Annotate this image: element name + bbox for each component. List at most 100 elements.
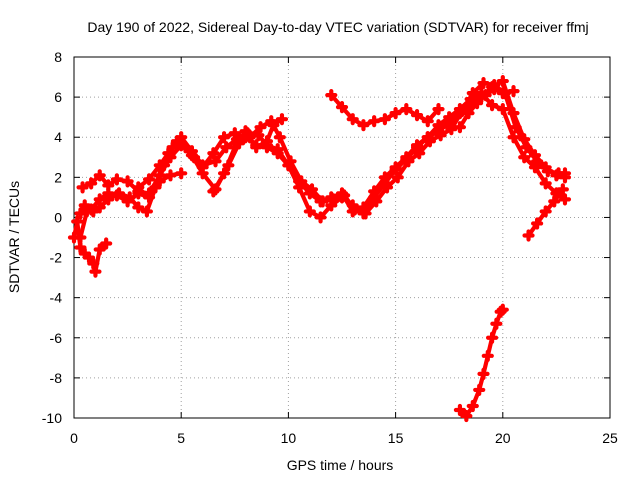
data-point-marker — [170, 135, 184, 148]
series-line-arc-5 — [136, 79, 568, 214]
data-point-marker — [273, 131, 286, 144]
data-point-marker — [142, 173, 156, 186]
data-point-marker — [539, 205, 552, 218]
data-point-marker — [132, 201, 145, 214]
y-tick-label: -4 — [50, 290, 63, 306]
data-point-marker — [507, 84, 520, 98]
data-point-marker — [282, 159, 295, 172]
data-point-marker — [110, 173, 123, 186]
data-point-marker — [378, 113, 391, 126]
data-point-marker — [432, 125, 445, 138]
data-point-marker — [556, 183, 569, 196]
data-point-marker — [87, 257, 100, 270]
x-tick-label: 25 — [602, 430, 618, 446]
data-point-marker — [389, 107, 402, 120]
data-point-marker — [121, 175, 134, 188]
data-point-marker — [293, 175, 306, 188]
y-tick-label: -8 — [50, 370, 63, 386]
y-tick-label: -6 — [50, 330, 63, 346]
chart-title: Day 190 of 2022, Sidereal Day-to-day VTE… — [87, 19, 588, 35]
data-point-marker — [453, 121, 467, 134]
data-point-marker — [102, 179, 115, 192]
data-point-marker — [267, 119, 280, 132]
data-point-marker — [539, 177, 552, 190]
data-point-marker — [496, 74, 509, 88]
data-point-marker — [164, 169, 177, 182]
data-point-marker — [453, 403, 467, 417]
data-point-marker — [303, 187, 316, 200]
data-point-marker — [507, 107, 520, 120]
data-point-marker — [207, 147, 220, 160]
data-point-marker — [539, 161, 552, 174]
data-point-marker — [391, 171, 404, 184]
series-line-arc-8 — [457, 307, 505, 419]
data-point-marker — [76, 181, 89, 194]
data-point-marker — [207, 185, 220, 198]
data-point-marker — [368, 185, 381, 198]
data-point-marker — [303, 205, 316, 218]
y-tick-label: -2 — [50, 250, 63, 266]
data-point-marker — [485, 331, 499, 344]
data-point-marker — [496, 303, 509, 316]
data-point-marker — [421, 131, 434, 144]
y-tick-label: 8 — [54, 49, 62, 65]
data-point-marker — [87, 205, 100, 218]
x-tick-label: 20 — [495, 430, 511, 446]
data-point-marker — [528, 149, 542, 162]
data-point-marker — [466, 87, 479, 100]
data-point-marker — [432, 103, 445, 116]
data-point-marker — [558, 171, 572, 184]
data-point-marker — [153, 169, 166, 182]
data-point-marker — [217, 167, 231, 180]
data-point-marker — [140, 205, 153, 218]
y-tick-label: -10 — [42, 410, 62, 426]
data-point-marker — [112, 187, 126, 200]
data-point-marker — [443, 117, 456, 130]
data-point-marker — [477, 76, 490, 90]
data-point-marker — [421, 115, 434, 128]
data-point-marker — [410, 139, 424, 152]
data-point-marker — [335, 101, 349, 114]
data-point-marker — [496, 103, 509, 116]
data-point-marker — [102, 193, 115, 206]
data-point-marker — [550, 169, 563, 182]
data-point-marker — [271, 147, 284, 160]
data-point-marker — [335, 187, 349, 200]
x-axis-label: GPS time / hours — [287, 457, 394, 473]
data-point-marker — [368, 115, 381, 128]
data-point-marker — [470, 97, 484, 110]
data-point-marker — [82, 251, 96, 264]
data-point-marker — [239, 125, 252, 138]
data-point-marker — [85, 177, 98, 190]
data-point-marker — [250, 141, 263, 154]
x-tick-label: 15 — [388, 430, 404, 446]
data-point-marker — [346, 205, 359, 218]
y-tick-label: 0 — [54, 209, 62, 225]
data-point-marker — [477, 367, 490, 380]
data-point-marker — [485, 99, 499, 112]
y-axis-label: SDTVAR / TECUs — [6, 181, 22, 293]
data-point-marker — [162, 147, 175, 160]
data-point-marker — [466, 399, 479, 413]
data-point-marker — [518, 133, 531, 146]
data-point-marker — [196, 161, 209, 174]
data-point-marker — [314, 195, 327, 208]
data-point-marker — [400, 103, 413, 116]
data-point-marker — [123, 191, 136, 204]
data-point-marker — [217, 131, 231, 144]
data-point-marker — [357, 201, 370, 214]
data-point-marker — [357, 119, 370, 132]
data-point-marker — [132, 181, 145, 194]
x-tick-label: 10 — [281, 430, 297, 446]
data-point-marker — [275, 113, 289, 126]
data-point-marker — [496, 87, 509, 100]
data-point-marker — [93, 169, 106, 182]
data-point-marker — [380, 181, 394, 194]
data-point-marker — [548, 195, 561, 208]
data-point-marker — [531, 217, 544, 230]
data-point-marker — [153, 159, 166, 172]
data-point-marker — [325, 89, 338, 102]
x-tick-label: 0 — [70, 430, 78, 446]
data-point-marker — [187, 151, 201, 164]
data-point-marker — [74, 231, 87, 244]
